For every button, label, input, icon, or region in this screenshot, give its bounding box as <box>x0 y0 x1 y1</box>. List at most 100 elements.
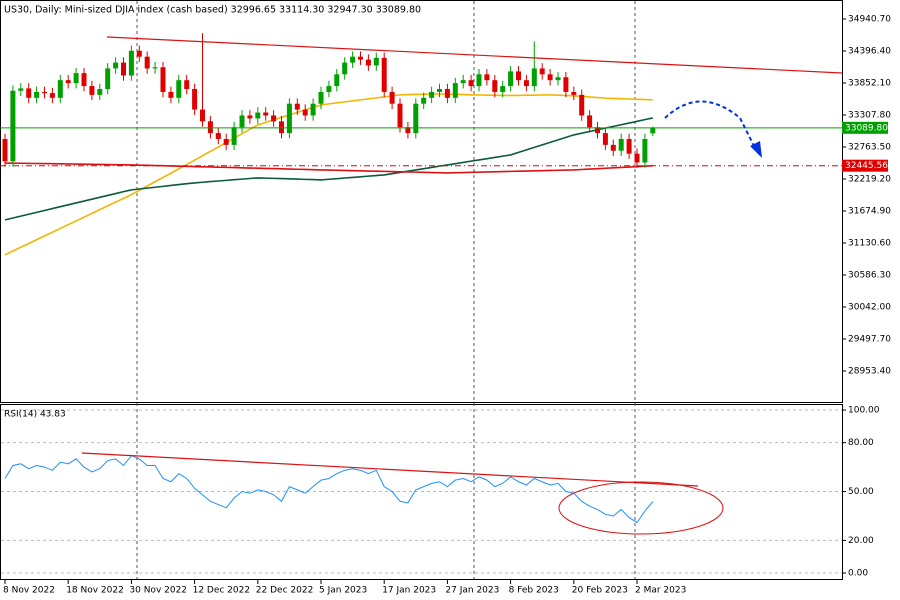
y-tick-label: 30586.30 <box>848 270 891 280</box>
y-tick-label: 20.00 <box>848 536 874 546</box>
candle-body <box>571 91 577 95</box>
candle-body <box>128 50 134 76</box>
candle-body <box>286 103 292 134</box>
candle-body <box>176 80 182 98</box>
chart-title: US30, Daily: Mini-sized DJIA index (cash… <box>4 5 421 16</box>
candle-body <box>429 91 435 98</box>
candle-body <box>381 57 387 92</box>
candle-body <box>207 121 213 134</box>
x-tick-label: 2 Mar 2023 <box>635 586 686 596</box>
candle-body <box>492 80 498 92</box>
candle-body <box>531 68 537 87</box>
candle-body <box>595 127 600 134</box>
x-tick-label: 8 Feb 2023 <box>509 586 559 596</box>
y-tick-label: 32763.50 <box>848 143 891 153</box>
candle-body <box>294 103 300 110</box>
candle-body <box>444 89 450 98</box>
candle-body <box>437 89 442 92</box>
candle-body <box>318 91 324 104</box>
candle-body <box>184 80 190 90</box>
candle-body <box>618 138 624 151</box>
candle-body <box>231 127 237 145</box>
candle-body <box>342 62 348 75</box>
price-label: 33089.80 <box>845 123 888 133</box>
candle-body <box>263 112 269 116</box>
y-tick-label: 29497.70 <box>848 334 891 344</box>
y-tick-label: 31130.60 <box>848 238 891 248</box>
candle-body <box>121 62 126 76</box>
candle-body <box>136 50 142 57</box>
candle-body <box>468 80 474 87</box>
main-panel <box>0 0 843 403</box>
x-tick-label: 27 Jan 2023 <box>445 586 499 596</box>
x-tick-label: 8 Nov 2022 <box>3 586 55 596</box>
candle-body <box>144 56 150 69</box>
candle-body <box>255 112 261 119</box>
y-tick-label: 34940.70 <box>848 15 891 25</box>
candle-body <box>168 91 174 98</box>
candle-body <box>523 80 529 87</box>
candle-body <box>302 109 308 116</box>
candle-body <box>650 127 656 134</box>
y-tick-label: 32219.20 <box>848 175 891 185</box>
candle-body <box>555 77 561 81</box>
candle-body <box>271 115 277 122</box>
price-label-box <box>842 121 888 134</box>
candle-body <box>397 103 403 128</box>
candle-body <box>334 74 340 87</box>
rsi-title: RSI(14) 43.83 <box>4 410 66 420</box>
candle-body <box>215 133 221 139</box>
candle-body <box>223 138 229 145</box>
candle-body <box>192 89 198 110</box>
y-tick-label: 30042.00 <box>848 302 891 312</box>
y-tick-label: 34396.40 <box>848 47 891 57</box>
candle-body <box>279 121 284 134</box>
candle-body <box>476 74 482 87</box>
y-tick-label: 33852.10 <box>848 79 891 89</box>
candle-body <box>500 86 506 92</box>
candle-body <box>26 88 32 98</box>
y-tick-label: 0.00 <box>848 568 868 578</box>
y-tick-label: 80.00 <box>848 438 874 448</box>
candle-body <box>239 115 245 128</box>
y-tick-label: 50.00 <box>848 487 874 497</box>
candle-body <box>42 91 47 94</box>
moving-average <box>4 117 653 221</box>
x-tick-label: 17 Jan 2023 <box>382 586 436 596</box>
rsi-line <box>4 455 654 524</box>
x-tick-label: 30 Nov 2022 <box>129 586 187 596</box>
candle-body <box>547 74 553 81</box>
candle-body <box>579 94 585 116</box>
candle-body <box>358 56 363 60</box>
candle-body <box>508 71 514 87</box>
trend-line <box>106 36 843 74</box>
candle-body <box>602 133 608 145</box>
candle-body <box>626 138 632 154</box>
candle-body <box>539 68 545 75</box>
candle-body <box>105 68 111 90</box>
x-tick-label: 18 Nov 2022 <box>66 586 124 596</box>
y-tick-label: 31674.90 <box>848 207 891 217</box>
candle-body <box>65 80 71 84</box>
candle-body <box>413 103 419 134</box>
candle-body <box>97 89 103 95</box>
candle-body <box>373 57 379 66</box>
candle-body <box>310 103 316 116</box>
candle-body <box>2 138 8 162</box>
candle-body <box>642 138 648 163</box>
candle-body <box>610 144 616 151</box>
arrow-head <box>750 141 762 158</box>
x-tick-label: 22 Dec 2022 <box>256 586 313 596</box>
candle-body <box>152 67 158 69</box>
candle-body <box>81 73 87 87</box>
forecast-arrow <box>664 100 756 149</box>
candle-body <box>73 73 79 84</box>
y-tick-label: 33307.80 <box>848 111 891 121</box>
candle-body <box>57 80 63 98</box>
candle-body <box>587 115 593 128</box>
candle-body <box>89 86 95 95</box>
candle-body <box>247 115 253 119</box>
candle-body <box>326 86 332 92</box>
candle-body <box>18 88 24 91</box>
